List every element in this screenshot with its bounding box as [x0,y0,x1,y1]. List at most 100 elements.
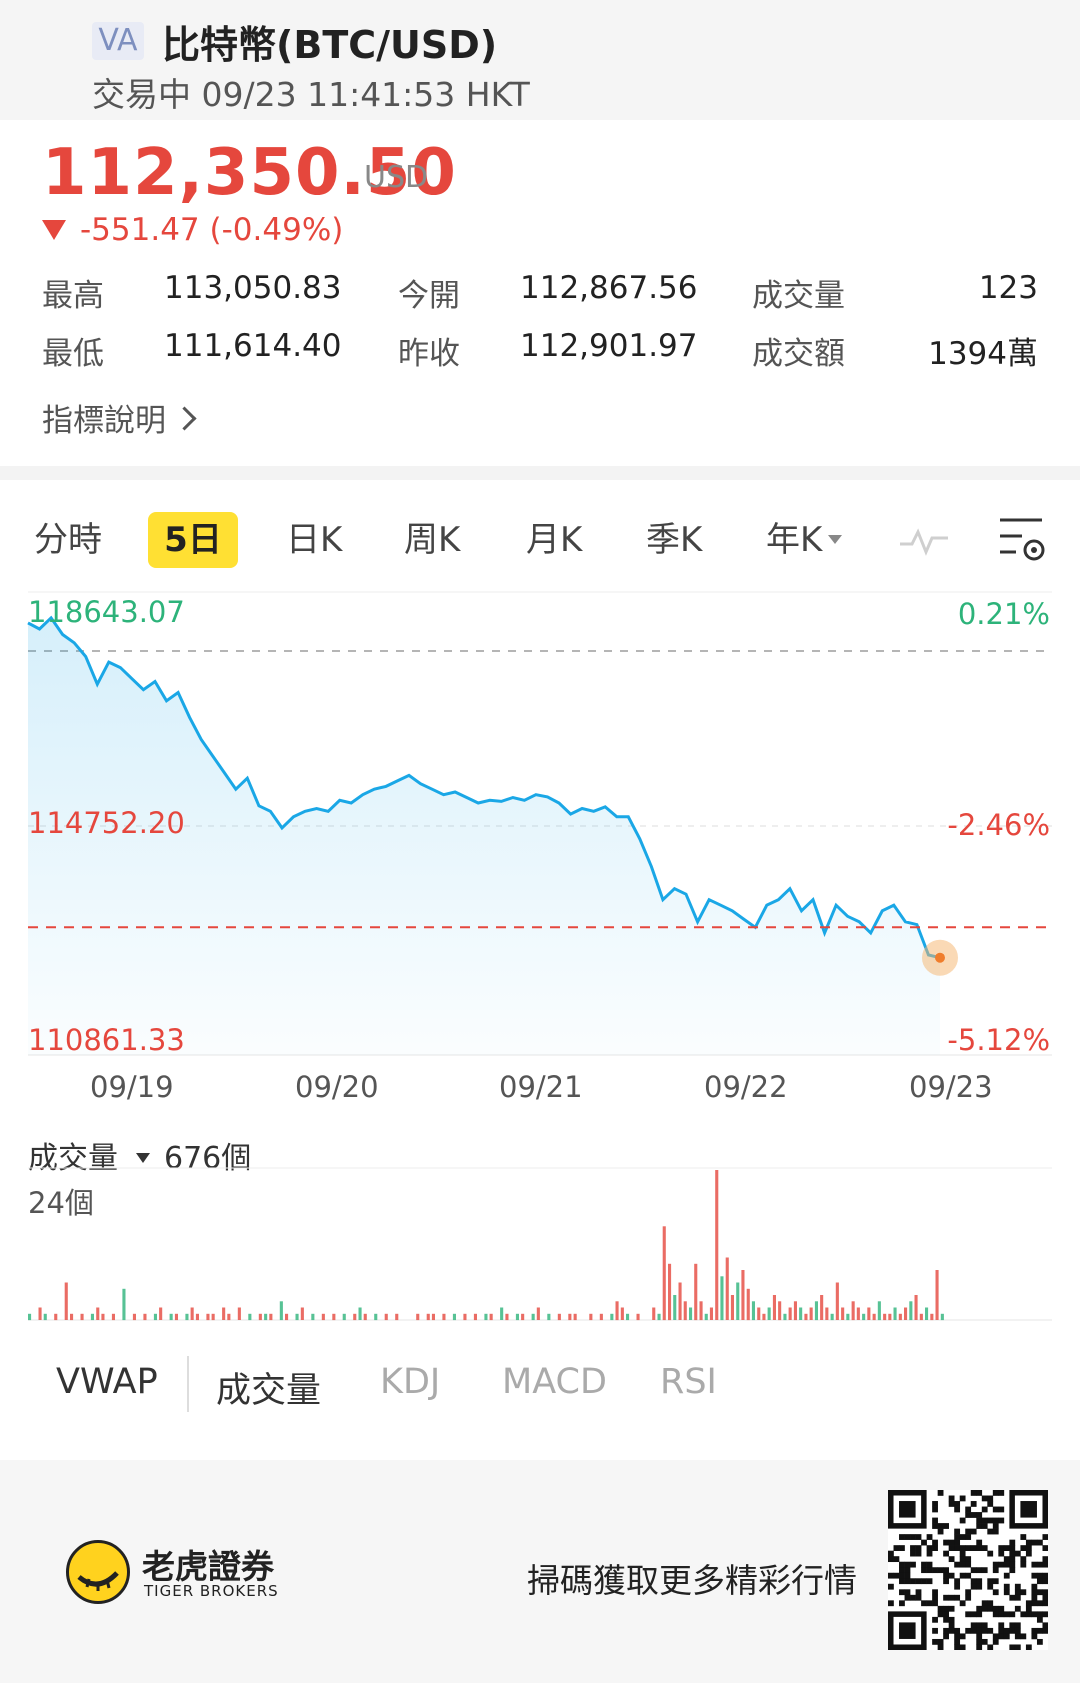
volume-bar [384,1313,388,1321]
volume-bar [736,1282,740,1320]
indicator-tab-volume[interactable]: 成交量 [216,1371,322,1411]
turnover-value: 1394萬 [928,336,1038,372]
volume-bar [751,1301,755,1321]
volume-bar [227,1313,231,1321]
tab-5-day[interactable]: 5日 [148,512,238,568]
pulse-line-icon[interactable] [898,522,950,558]
volume-bar [652,1307,656,1320]
x-label: 09/19 [90,1070,174,1104]
volume-selector[interactable]: 成交量 676個 [28,1133,251,1177]
volume-bar [793,1301,797,1321]
volume-bar [269,1313,273,1321]
volume-bar [746,1288,750,1321]
high-label: 最高 [42,278,104,314]
volume-bar [264,1313,268,1321]
volume-bar [206,1313,210,1321]
volume-bar [699,1301,703,1321]
volume-bar [599,1313,603,1321]
volume-bar [846,1313,850,1321]
volume-bar [190,1307,194,1320]
volume-bar [374,1313,378,1321]
volume-bar [673,1295,677,1320]
indicator-tab-rsi[interactable]: RSI [660,1362,717,1402]
price-chart[interactable] [0,590,1080,1060]
volume-bar [452,1313,456,1321]
volume-bar [930,1313,934,1321]
volume-bar [657,1313,661,1321]
section-divider [0,466,1080,480]
tab-weekly-k[interactable]: 周K [404,520,461,560]
volume-bar [856,1307,860,1320]
price-change: -551.47 (-0.49%) [42,212,343,248]
volume-bar [778,1301,782,1321]
volume-bar [321,1313,325,1321]
volume-bar [820,1295,824,1320]
volume-bar [589,1313,593,1321]
x-label: 09/22 [704,1070,788,1104]
volume-bar [762,1313,766,1321]
volume-bar [143,1313,147,1321]
indicator-info-link[interactable]: 指標說明 [42,395,197,440]
volume-bar [814,1301,818,1321]
volume-bar [463,1313,467,1321]
volume-bar [342,1313,346,1321]
volume-bar [285,1313,289,1321]
volume-bar [90,1313,94,1321]
volume-bar [767,1307,771,1320]
volume-bar [279,1301,283,1321]
indicator-tab-vwap[interactable]: VWAP [56,1362,158,1402]
volume-bar [825,1307,829,1320]
volume-bar [788,1307,792,1320]
open-label: 今開 [398,278,460,314]
tiger-logo-icon [66,1540,130,1604]
qr-code-icon[interactable] [888,1490,1048,1650]
volume-bar [615,1301,619,1321]
volume-bar [473,1313,477,1321]
volume-bar [620,1307,624,1320]
tab-quarterly-k[interactable]: 季K [646,520,703,560]
volume-bar [54,1313,58,1321]
volume-bar [919,1313,923,1321]
volume-bar [222,1307,226,1320]
volume-bar [521,1313,525,1321]
volume-bar [536,1307,540,1320]
chart-settings-icon[interactable] [996,514,1048,564]
volume-bar [101,1313,105,1321]
y-label-mid-left: 114752.20 [28,806,185,840]
x-label: 09/21 [499,1070,583,1104]
volume-bar [626,1313,630,1321]
tab-intraday[interactable]: 分時 [34,520,102,560]
header: VA 比特幣(BTC/USD) 交易中 09/23 11:41:53 HKT [0,0,1080,120]
y-label-top-right: 0.21% [957,597,1050,631]
currency-label: USD [364,160,429,195]
volume-bar [43,1313,47,1321]
y-label-bottom-right: -5.12% [947,1023,1050,1057]
volume-bar [809,1307,813,1320]
y-label-bottom-left: 110861.33 [28,1023,185,1057]
last-price-marker [935,952,945,963]
tab-daily-k[interactable]: 日K [286,520,343,560]
tab-yearly-k[interactable]: 年K [766,512,843,568]
indicator-info-label: 指標說明 [42,403,166,439]
volume-bar [914,1295,918,1320]
tab-monthly-k[interactable]: 月K [526,520,583,560]
volume-bar [636,1313,640,1321]
prev-close-value: 112,901.97 [520,328,698,364]
volume-bar [484,1313,488,1321]
volume-bar [38,1307,42,1320]
caret-down-icon [828,535,843,544]
indicator-tab-kdj[interactable]: KDJ [380,1362,441,1402]
indicator-tab-macd[interactable]: MACD [502,1362,607,1402]
volume-bar [804,1313,808,1321]
volume-bar [694,1263,698,1321]
volume-bar [500,1307,504,1320]
down-triangle-icon [42,219,66,240]
trading-status: 交易中 09/23 11:41:53 HKT [92,75,530,114]
open-value: 112,867.56 [520,270,698,306]
price-change-value: -551.47 (-0.49%) [80,212,344,248]
volume-selector-label: 成交量 [28,1141,118,1176]
volume-bar [363,1313,367,1321]
volume-bar [358,1307,362,1320]
volume-bar [211,1313,215,1321]
last-price: 112,350.50 [42,136,457,210]
